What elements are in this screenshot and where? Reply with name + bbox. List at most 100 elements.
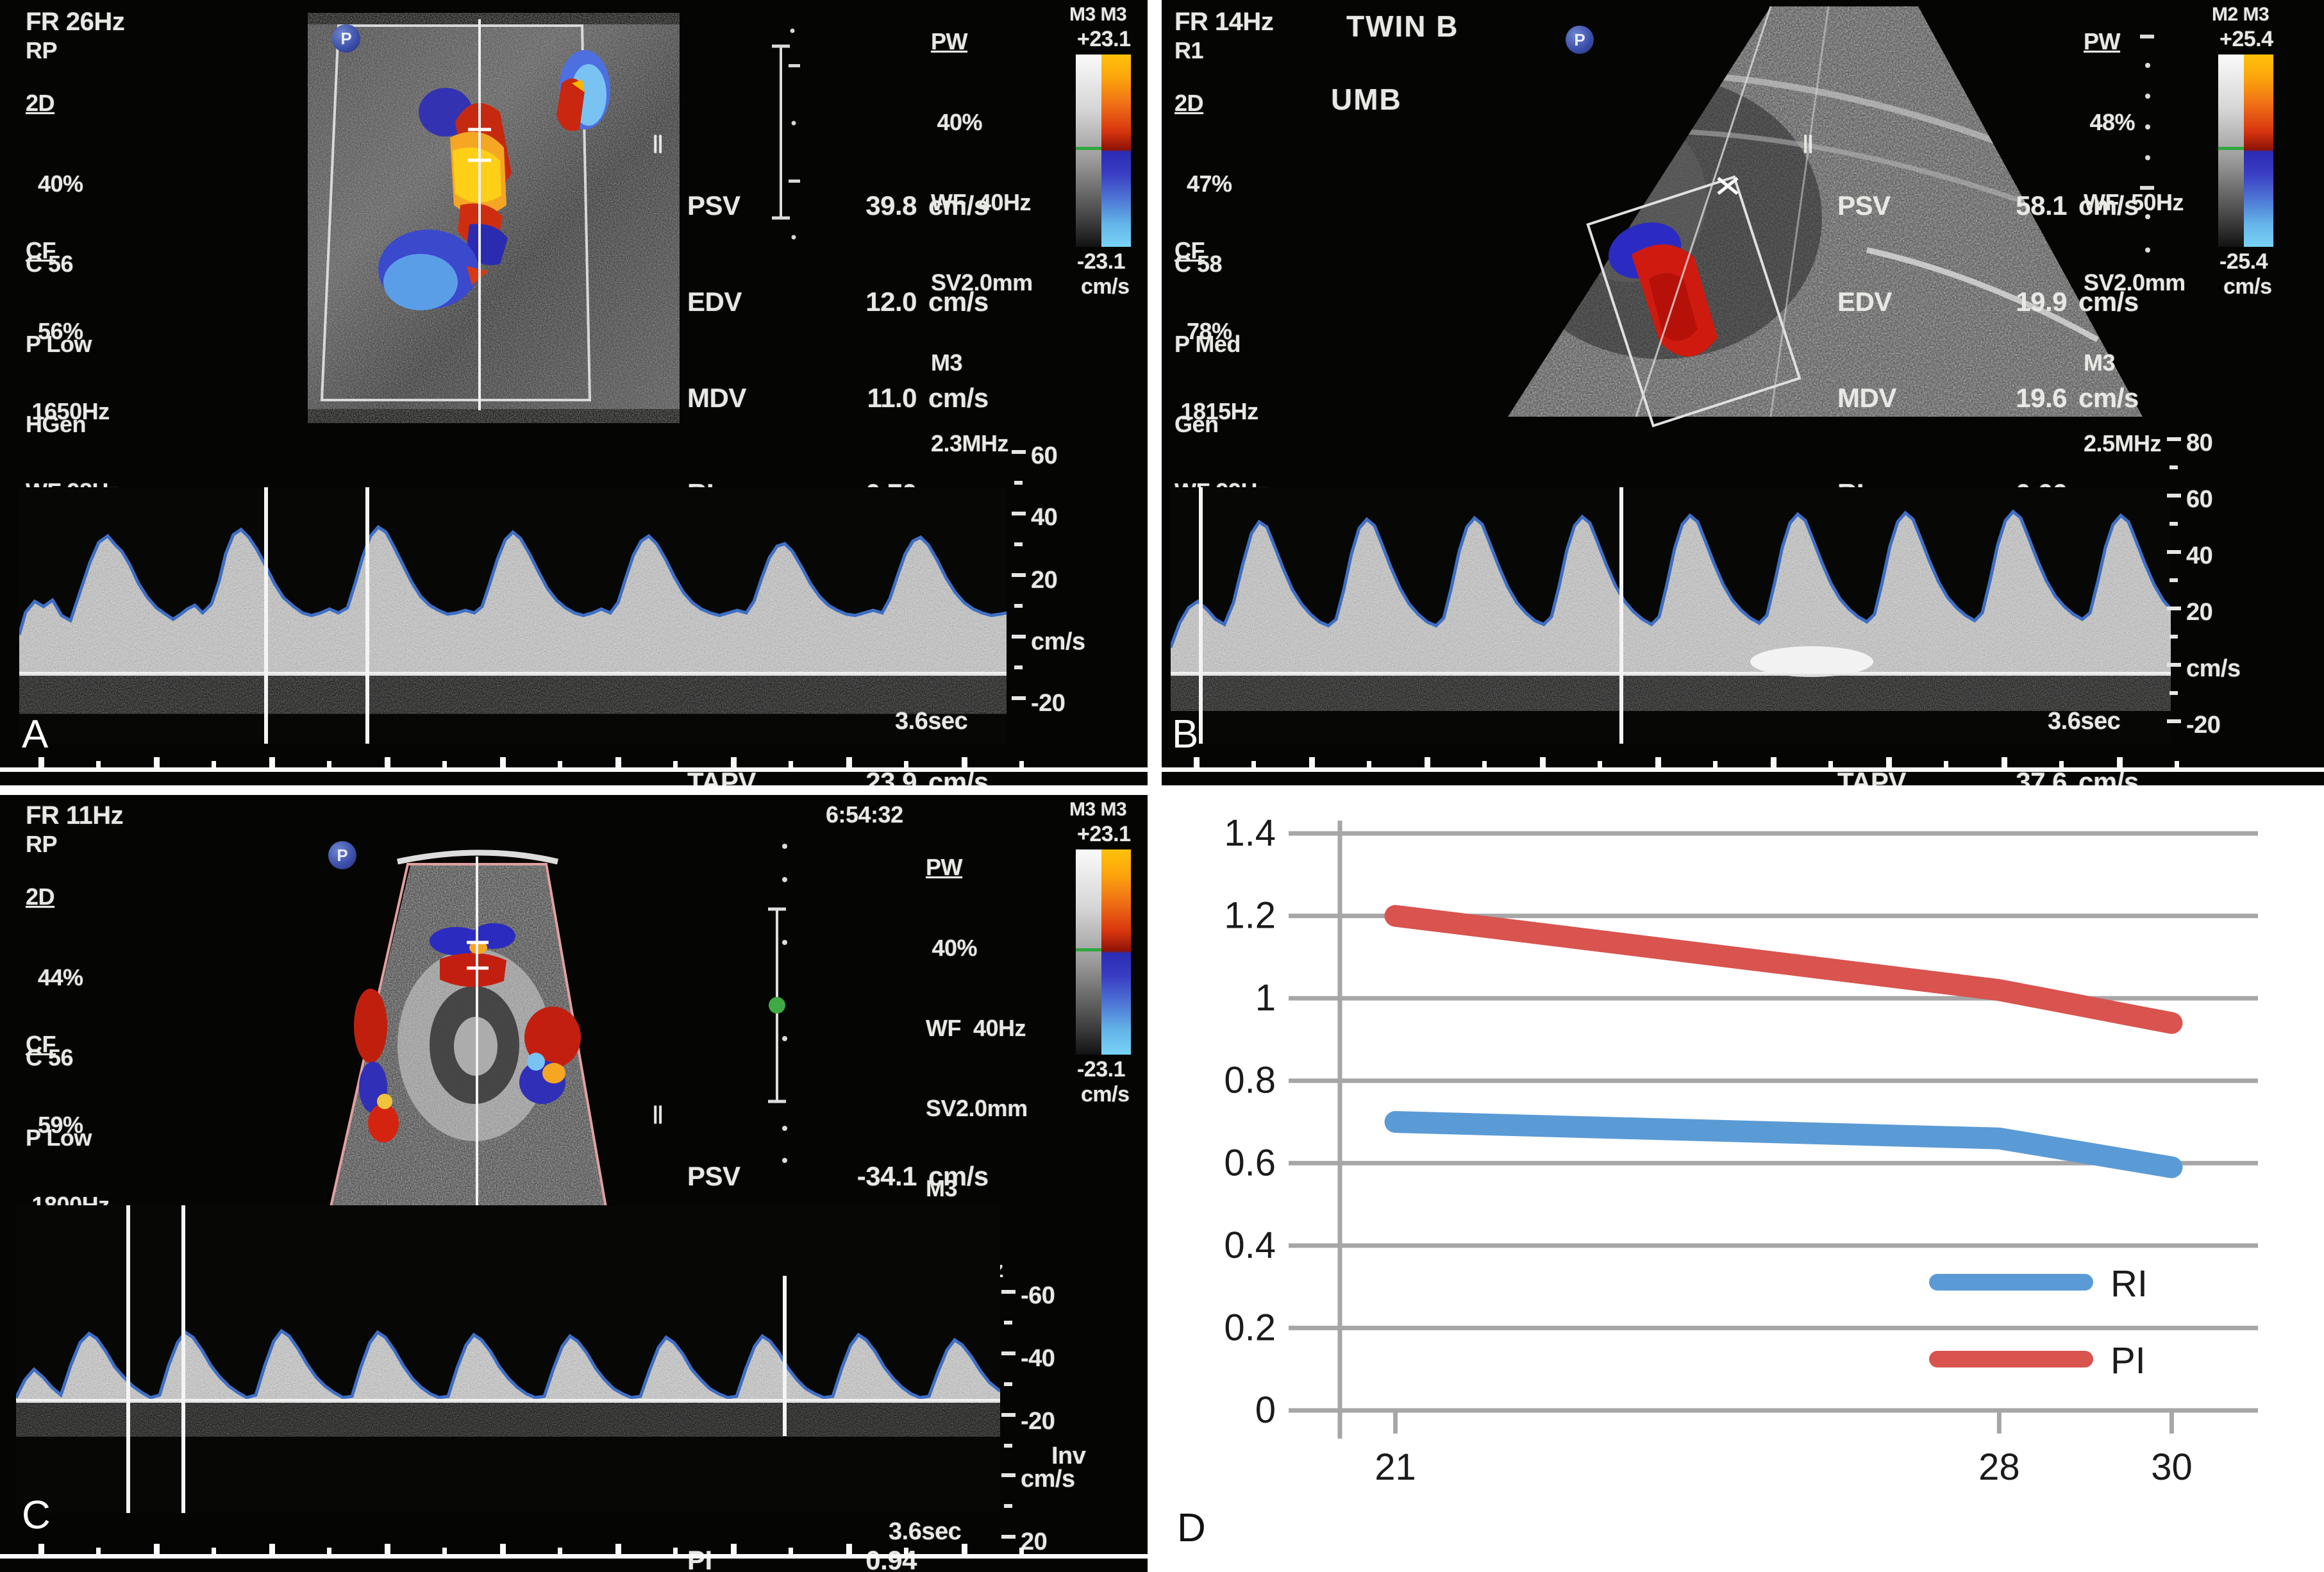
measurement-unit: cm/s [2078, 190, 2139, 221]
velocity-tick-label: 20 [1031, 567, 1058, 594]
colorbar-green-marker [1076, 147, 1101, 150]
panel-c-angle-icon: || [653, 1103, 663, 1124]
velocity-tick-label: 80 [2186, 430, 2213, 456]
measurement-value: 19.6 [2016, 382, 2067, 413]
measurement-value: 19.9 [2016, 286, 2067, 317]
panel-a-frame-rate: FR 26Hz [26, 8, 125, 36]
series-line-pi [1384, 905, 2183, 1034]
panel-b-sweep-time: 3.6sec [2048, 708, 2121, 735]
measurement-value: 39.8 [865, 190, 917, 221]
measurement-unit: cm/s [928, 1161, 989, 1191]
y-axis-label: 0.8 [1224, 1060, 1276, 1101]
panel-a-colorbar-top-value: +23.1 [1077, 27, 1131, 51]
measurement-row: MDV 11.0 cm/s [687, 381, 1019, 415]
y-axis-label: 1.2 [1224, 895, 1276, 937]
panel-b-pw-header: PW [2084, 28, 2121, 54]
measurement-label: PSV [687, 1161, 740, 1191]
panel-a-cf-line-1: 1650Hz [26, 397, 110, 424]
panel-c: FR 11Hz RP 6:54:32 2D 44% C 56 P Low HGe… [0, 795, 1148, 1572]
panel-b-2d-settings: 47% C 58 P Med Gen [1175, 117, 1241, 492]
y-axis-label: 0.2 [1224, 1307, 1276, 1348]
series-line-ri [1384, 1111, 2183, 1178]
panel-b: FR 14Hz R1 TWIN B UMB 2D 47% C 58 P Med … [1162, 0, 2324, 785]
panel-a-2d-line-0: 40% [26, 170, 83, 197]
panel-a-pw-line-2: SV2.0mm [931, 269, 1033, 296]
velocity-tick-label: -20 [1021, 1408, 1055, 1435]
panel-c-frame-rate: FR 11Hz [26, 801, 124, 830]
panel-a-pw-line-3: M3 [931, 349, 963, 376]
panel-b-colorbar-top-value: +25.4 [2220, 27, 2273, 51]
panel-b-pw-line-4: 2.5MHz [2084, 430, 2162, 456]
panel-b-2d-line-0: 47% [1175, 170, 1232, 197]
panel-b-pw-line-2: SV2.0mm [2084, 269, 2186, 296]
panel-a-cf-line-0: 56% [26, 317, 83, 344]
panel-a-cf-header: CF [26, 237, 56, 263]
panel-b-time-ruler [1162, 757, 2324, 772]
measurement-row: PSV -34.1 cm/s [687, 1159, 1019, 1194]
velocity-tick-label: 40 [1031, 504, 1058, 531]
y-axis-label: 0.6 [1224, 1142, 1276, 1183]
panel-a-2d-line-3: HGen [26, 411, 87, 438]
y-axis-label: 0 [1255, 1389, 1276, 1431]
panel-a-colorbar-index: M3 M3 [1069, 4, 1127, 25]
panel-b-colorbar: M2 M3 +25.4 -25.4 cm/s [2209, 4, 2273, 299]
panel-d: 0 0.2 0.4 0.6 0.8 1 1.2 1.4 21 28 30 RI PI D [1162, 795, 2324, 1572]
panel-c-colorbar-grayscale [1076, 849, 1101, 1055]
velocity-tick-label: -40 [1021, 1345, 1055, 1372]
panel-c-timestamp: 6:54:32 [826, 801, 903, 828]
panel-c-colorbar-unit: cm/s [1081, 1082, 1130, 1107]
panel-b-pw-line-3: M3 [2084, 349, 2116, 376]
colorbar-green-marker [1076, 948, 1101, 951]
panel-b-image-svg [1508, 6, 2143, 428]
panel-b-spectral-doppler [1171, 487, 2171, 744]
panel-a-colorbar-velocity [1101, 54, 1131, 247]
panel-b-letter: B [1172, 712, 1199, 757]
panel-a-spectral-svg [19, 487, 1007, 744]
measurement-unit: cm/s [928, 190, 989, 221]
velocity-tick-label: 20 [1021, 1528, 1048, 1555]
panel-b-bmode-image: P [1469, 6, 2175, 430]
panel-b-preset: R1 [1175, 37, 1204, 63]
panel-c-2d-line-0: 44% [26, 964, 83, 991]
panel-c-time-ruler [0, 1544, 1148, 1559]
panel-b-twin-annotation: TWIN B [1346, 10, 1459, 43]
panel-a-letter: A [22, 712, 49, 757]
panel-c-pw-line-2: SV2.0mm [926, 1095, 1028, 1121]
panel-c-colorbar-gradient [1076, 849, 1131, 1055]
panel-a-image-svg [308, 19, 680, 410]
panel-c-cf-line-0: 59% [26, 1111, 83, 1138]
panel-b-colorbar-index: M2 M3 [2212, 4, 2270, 25]
panel-c-colorbar-index: M3 M3 [1069, 799, 1127, 820]
panel-b-angle-icon: || [1803, 132, 1813, 153]
panel-a-angle-icon: || [653, 132, 663, 153]
panel-a-pw-header: PW [931, 28, 968, 54]
x-axis-label: 30 [2151, 1446, 2193, 1488]
panel-c-invert-label: Inv [1051, 1442, 1086, 1469]
velocity-tick-label: 60 [1031, 442, 1058, 469]
panel-c-pw-header: PW [926, 854, 963, 880]
panel-c-colorbar: M3 M3 +23.1 -23.1 cm/s [1067, 799, 1131, 1107]
probe-orientation-marker: P [328, 841, 356, 869]
panel-c-2d-header: 2D [26, 883, 55, 910]
y-axis-label: 1.4 [1224, 812, 1276, 854]
velocity-tick-label: -20 [2186, 712, 2221, 739]
panel-c-cf-header: CF [26, 1031, 56, 1057]
panel-a: FR 26Hz RP 2D 40% C 56 P Low HGen CF 56%… [0, 0, 1148, 785]
panel-b-pw-line-0: 48% [2084, 108, 2136, 135]
panel-b-colorbar-gradient [2218, 54, 2273, 247]
velocity-tick-label: 60 [2186, 486, 2213, 513]
panel-d-letter: D [1177, 1506, 1206, 1550]
measurement-row: EDV 12.0 cm/s [687, 285, 1019, 319]
panel-a-pw-line-4: 2.3MHz [931, 430, 1009, 456]
probe-orientation-marker: P [1566, 26, 1594, 54]
velocity-tick-label: 20 [2186, 599, 2213, 626]
panel-c-colorbar-bottom-value: -23.1 [1077, 1057, 1126, 1082]
colorbar-green-marker [2218, 147, 2244, 150]
x-axis-label: 28 [1978, 1446, 2020, 1488]
measurement-row: PSV 39.8 cm/s [687, 188, 1019, 223]
panel-c-spectral-doppler [16, 1205, 1000, 1513]
panel-a-pw-line-0: 40% [931, 108, 983, 135]
panel-b-spectral-svg [1171, 487, 2171, 744]
panel-a-colorbar-grayscale [1076, 54, 1101, 247]
